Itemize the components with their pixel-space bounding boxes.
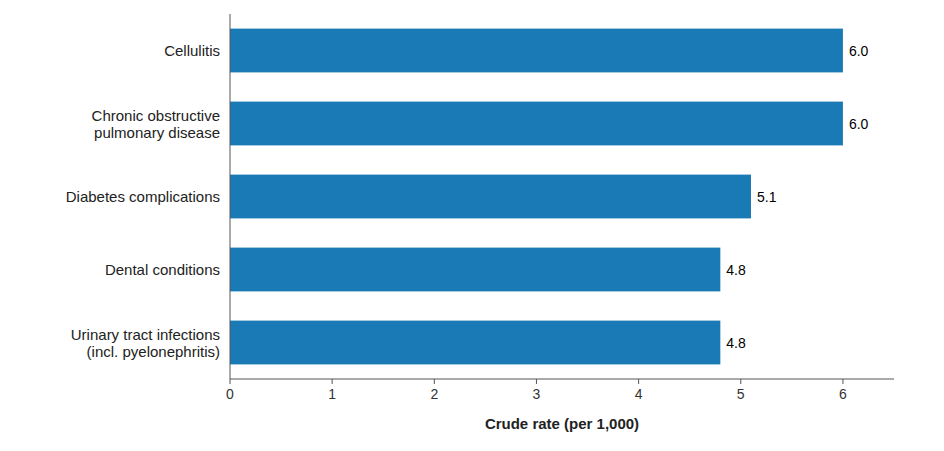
x-axis-label: Crude rate (per 1,000) [485, 415, 639, 432]
category-label: Diabetes complications [66, 188, 220, 205]
bar [230, 102, 843, 146]
category-label: Chronic obstructivepulmonary disease [92, 107, 220, 141]
x-tick-label: 5 [737, 386, 745, 402]
x-tick-label: 2 [430, 386, 438, 402]
bar [230, 175, 751, 219]
category-label-line: Diabetes complications [66, 188, 220, 205]
x-tick-label: 1 [328, 386, 336, 402]
x-tick [434, 379, 435, 384]
data-label: 6.0 [849, 43, 869, 59]
data-label: 4.8 [726, 262, 746, 278]
category-label: Dental conditions [105, 261, 220, 278]
data-label: 5.1 [757, 189, 777, 205]
x-tick-label: 0 [226, 386, 234, 402]
category-label-line: Cellulitis [164, 42, 220, 59]
bars [230, 29, 843, 365]
background [0, 0, 944, 451]
x-tick [536, 379, 537, 384]
x-tick [332, 379, 333, 384]
category-label-line: Chronic obstructive [92, 107, 220, 124]
x-tick [230, 379, 231, 384]
bar [230, 29, 843, 73]
x-tick-label: 4 [635, 386, 643, 402]
category-label-line: Dental conditions [105, 261, 220, 278]
bar [230, 321, 720, 365]
x-tick [842, 379, 843, 384]
x-tick [638, 379, 639, 384]
category-label: Cellulitis [164, 42, 220, 59]
zero-line [230, 14, 231, 379]
x-tick-label: 3 [533, 386, 541, 402]
data-label: 4.8 [726, 335, 746, 351]
category-label-line: (incl. pyelonephritis) [87, 343, 220, 360]
data-label: 6.0 [849, 116, 869, 132]
bar [230, 248, 720, 292]
category-label-line: pulmonary disease [94, 124, 220, 141]
x-tick [740, 379, 741, 384]
category-label: Urinary tract infections(incl. pyeloneph… [71, 326, 220, 360]
x-tick-label: 6 [839, 386, 847, 402]
x-axis-line [230, 379, 894, 380]
category-label-line: Urinary tract infections [71, 326, 220, 343]
chart: 4.8 4.8 5.1 6.0 6.0 0 1 2 3 4 5 6 Crude rate (per 1,… [0, 0, 944, 451]
